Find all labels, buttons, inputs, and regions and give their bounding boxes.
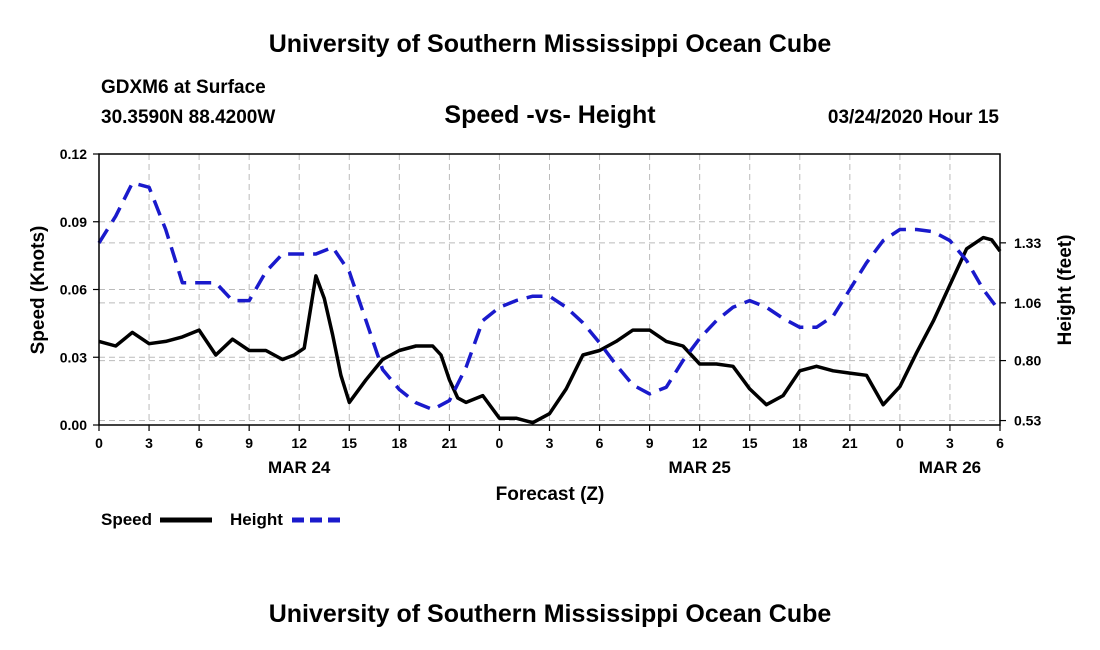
- x-tick-label: 0: [496, 435, 504, 451]
- date-label: MAR 24: [268, 458, 331, 477]
- x-tick-label: 3: [946, 435, 954, 451]
- x-axis-title: Forecast (Z): [496, 484, 605, 505]
- x-tick-label: 0: [95, 435, 103, 451]
- y2-tick-label: 0.80: [1014, 353, 1041, 369]
- speed-series-line: [98, 235, 1002, 425]
- y2-tick-label: 1.06: [1014, 295, 1041, 311]
- x-tick-label: 6: [596, 435, 604, 451]
- y2-tick-label: 0.53: [1014, 413, 1041, 429]
- x-tick-label: 12: [692, 435, 708, 451]
- x-tick-label: 9: [245, 435, 253, 451]
- x-tick-label: 0: [896, 435, 904, 451]
- legend: Speed Height: [101, 510, 344, 529]
- x-tick-label: 18: [392, 435, 408, 451]
- coordinates-label: 30.3590N 88.4200W: [101, 107, 276, 128]
- x-tick-label: 12: [291, 435, 307, 451]
- date-label: MAR 26: [919, 458, 981, 477]
- legend-height-label: Height: [230, 510, 283, 529]
- x-tick-label: 15: [742, 435, 758, 451]
- x-tick-label: 21: [442, 435, 458, 451]
- x-tick-label: 15: [341, 435, 357, 451]
- y-tick-label: 0.00: [60, 417, 87, 433]
- y2-tick-label: 1.33: [1014, 235, 1041, 251]
- forecast-datetime: 03/24/2020 Hour 15: [827, 107, 999, 128]
- y-tick-label: 0.09: [60, 214, 87, 230]
- x-tick-label: 3: [546, 435, 554, 451]
- y-axis-title: Speed (Knots): [28, 226, 49, 355]
- x-tick-label: 21: [842, 435, 858, 451]
- x-tick-label: 3: [145, 435, 153, 451]
- height-series-line: [97, 181, 1002, 412]
- y-tick-label: 0.03: [60, 349, 87, 365]
- y2-axis-title: Height (feet): [1055, 235, 1076, 346]
- x-tick-label: 18: [792, 435, 808, 451]
- grid: [99, 154, 1000, 425]
- series-layer: [97, 181, 1002, 425]
- x-tick-label: 6: [996, 435, 1004, 451]
- x-tick-label: 9: [646, 435, 654, 451]
- date-label: MAR 25: [668, 458, 730, 477]
- chart-title: Speed -vs- Height: [444, 101, 656, 129]
- legend-speed-label: Speed: [101, 510, 152, 529]
- axes: [93, 153, 1006, 431]
- footer-title: University of Southern Mississippi Ocean…: [268, 600, 832, 628]
- station-label: GDXM6 at Surface: [101, 77, 266, 98]
- y-tick-label: 0.06: [60, 282, 87, 298]
- y-tick-label: 0.12: [60, 146, 87, 162]
- x-tick-label: 6: [195, 435, 203, 451]
- page-title: University of Southern Mississippi Ocean…: [268, 30, 832, 58]
